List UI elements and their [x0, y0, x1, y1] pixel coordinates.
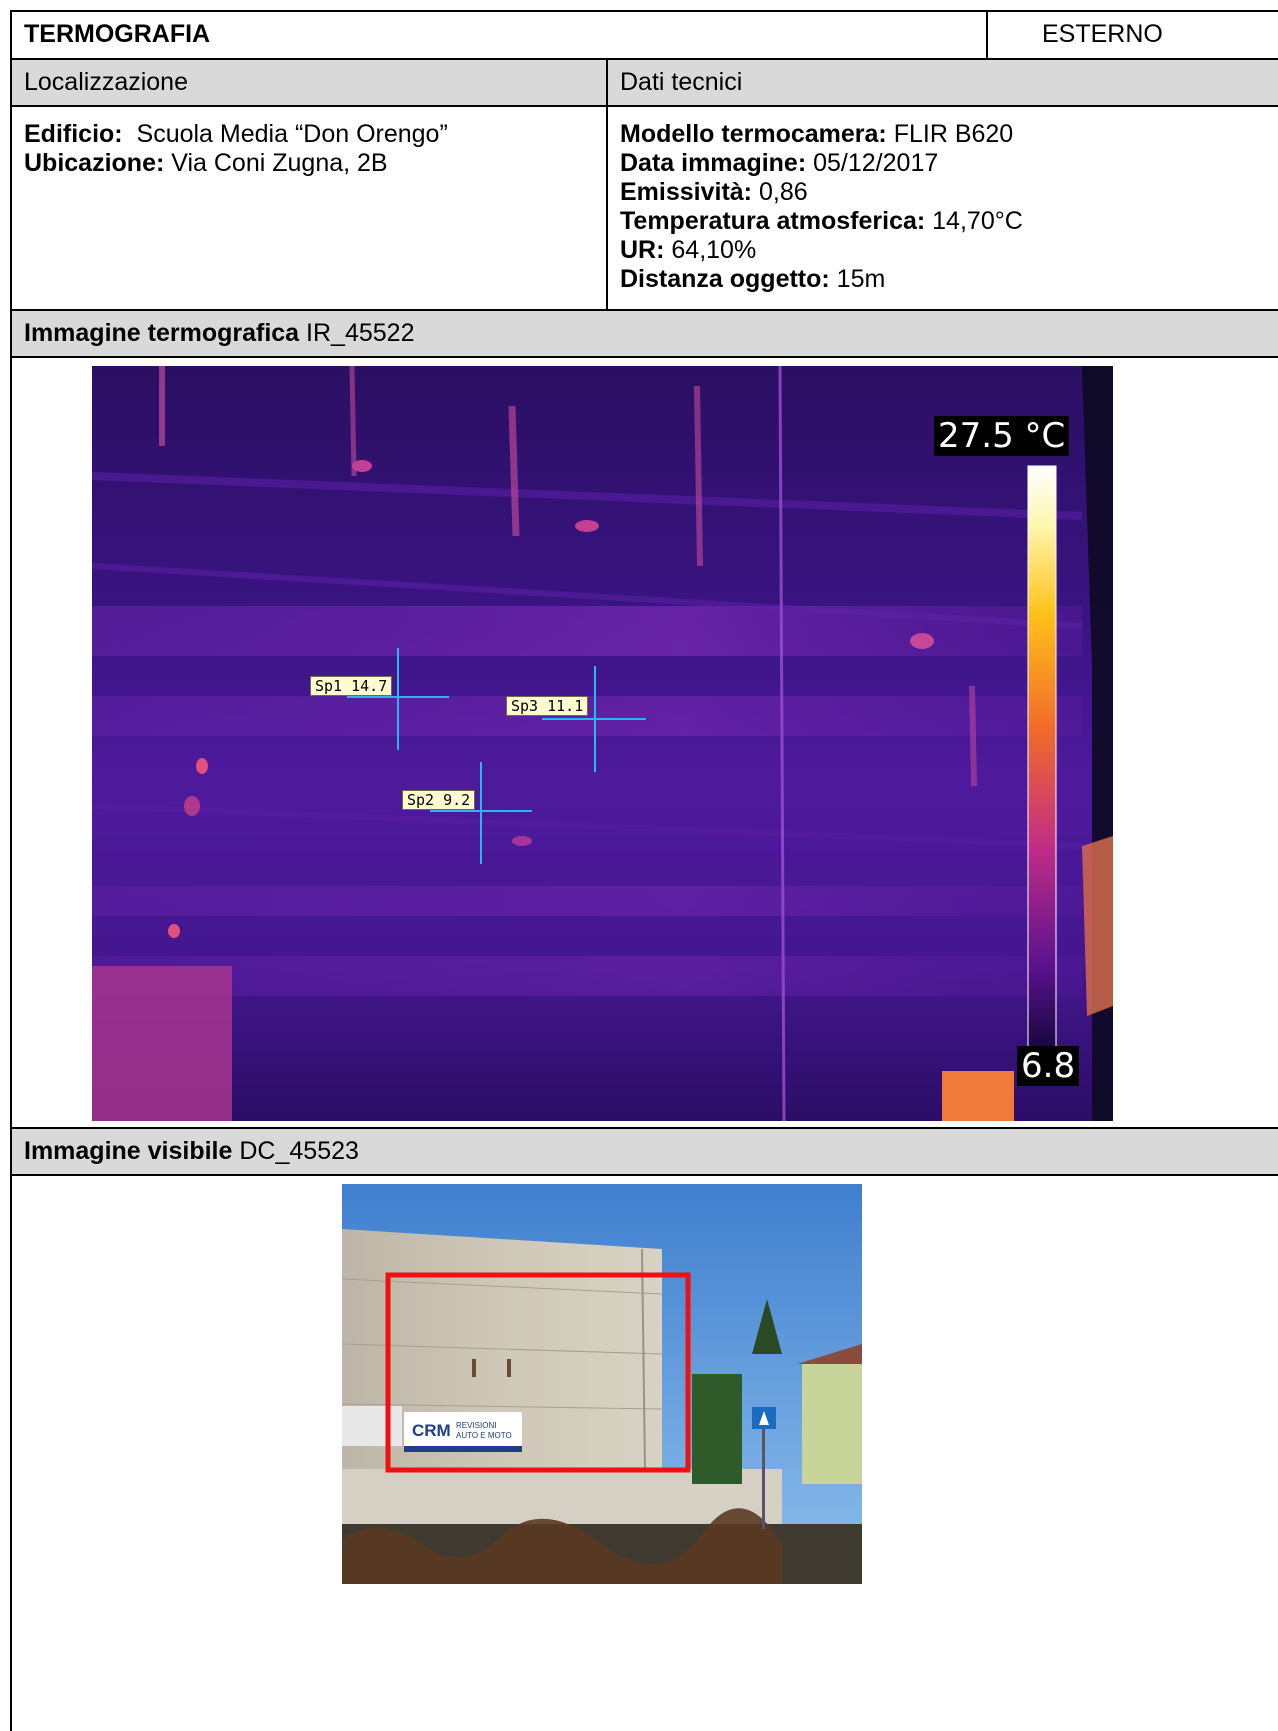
emissivity-label: Emissività: — [620, 178, 753, 206]
sign-brand: CRM — [412, 1421, 451, 1440]
thermal-heading: Immagine termografica IR_45522 — [24, 319, 414, 356]
sp1-label[interactable]: Sp1 14.7 — [310, 676, 393, 696]
visible-heading-row: Immagine visibile DC_45523 — [10, 1127, 1278, 1174]
distance-line: Distanza oggetto: 15m — [620, 265, 885, 294]
address-line: Ubicazione: Via Coni Zugna, 2B — [24, 149, 388, 178]
date-label: Data immagine: — [620, 149, 807, 177]
title-row: TERMOGRAFIA ESTERNO — [10, 10, 1278, 58]
tech-heading: Dati tecnici — [620, 68, 743, 96]
humidity-value: 64,10% — [671, 236, 757, 264]
thermal-heading-row: Immagine termografica IR_45522 — [10, 309, 1278, 356]
location-tag: ESTERNO — [1042, 20, 1163, 48]
building-value: Scuola Media “Don Orengo” — [136, 120, 448, 148]
sp2-label[interactable]: Sp2 9.2 — [402, 790, 476, 810]
address-value: Via Coni Zugna, 2B — [171, 149, 388, 177]
thermal-label: Immagine termografica — [24, 319, 300, 347]
temperature-line: Temperatura atmosferica: 14,70°C — [620, 207, 1023, 236]
temperature-label: Temperatura atmosferica: — [620, 207, 926, 235]
scale-min: 6.8 — [1017, 1046, 1080, 1086]
tech-info: Modello termocamera: FLIR B620 Data imma… — [608, 107, 1278, 309]
section-heading-row: Localizzazione Dati tecnici — [10, 58, 1278, 105]
sp2-crosshair-v[interactable] — [480, 762, 482, 864]
thermal-id: IR_45522 — [306, 319, 415, 347]
model-line: Modello termocamera: FLIR B620 — [620, 120, 1013, 149]
visible-image-row: CRM REVISIONI AUTO E MOTO — [10, 1174, 1278, 1731]
report-sheet: TERMOGRAFIA ESTERNO Localizzazione Dati … — [10, 10, 1278, 1731]
distance-label: Distanza oggetto: — [620, 265, 830, 293]
visible-heading: Immagine visibile DC_45523 — [24, 1137, 359, 1174]
location-heading: Localizzazione — [24, 68, 188, 96]
date-value: 05/12/2017 — [813, 149, 939, 177]
visible-picture: CRM REVISIONI AUTO E MOTO — [342, 1184, 862, 1584]
address-label: Ubicazione: — [24, 149, 165, 177]
sign-line1: REVISIONI — [456, 1421, 496, 1430]
sp1-crosshair-v[interactable] — [397, 648, 399, 750]
sp3-crosshair-v[interactable] — [594, 666, 596, 772]
temperature-value: 14,70°C — [932, 207, 1023, 235]
emissivity-line: Emissività: 0,86 — [620, 178, 808, 207]
divider — [606, 60, 608, 105]
humidity-label: UR: — [620, 236, 665, 264]
distance-value: 15m — [836, 265, 886, 293]
visible-id: DC_45523 — [239, 1137, 359, 1165]
location-info: Edificio: Scuola Media “Don Orengo” Ubic… — [12, 107, 606, 309]
sign-line2: AUTO E MOTO — [456, 1431, 512, 1440]
thermal-picture — [92, 366, 1113, 1121]
report-title: TERMOGRAFIA — [24, 20, 211, 48]
model-label: Modello termocamera: — [620, 120, 887, 148]
thermal-image: 27.5 °C 6.8 Sp1 14.7 Sp2 9.2 Sp3 11.1 — [92, 366, 1113, 1121]
visible-label: Immagine visibile — [24, 1137, 233, 1165]
humidity-line: UR: 64,10% — [620, 236, 756, 265]
model-value: FLIR B620 — [893, 120, 1014, 148]
scale-max: 27.5 °C — [934, 416, 1070, 456]
emissivity-value: 0,86 — [758, 178, 808, 206]
info-row: Edificio: Scuola Media “Don Orengo” Ubic… — [10, 105, 1278, 309]
divider — [606, 107, 608, 309]
visible-photo: CRM REVISIONI AUTO E MOTO — [342, 1184, 862, 1584]
sp3-label[interactable]: Sp3 11.1 — [506, 696, 589, 716]
divider — [986, 12, 988, 58]
thermal-image-row: 27.5 °C 6.8 Sp1 14.7 Sp2 9.2 Sp3 11.1 — [10, 356, 1278, 1127]
date-line: Data immagine: 05/12/2017 — [620, 149, 938, 178]
building-line: Edificio: Scuola Media “Don Orengo” — [24, 120, 448, 149]
building-label: Edificio: — [24, 120, 123, 148]
